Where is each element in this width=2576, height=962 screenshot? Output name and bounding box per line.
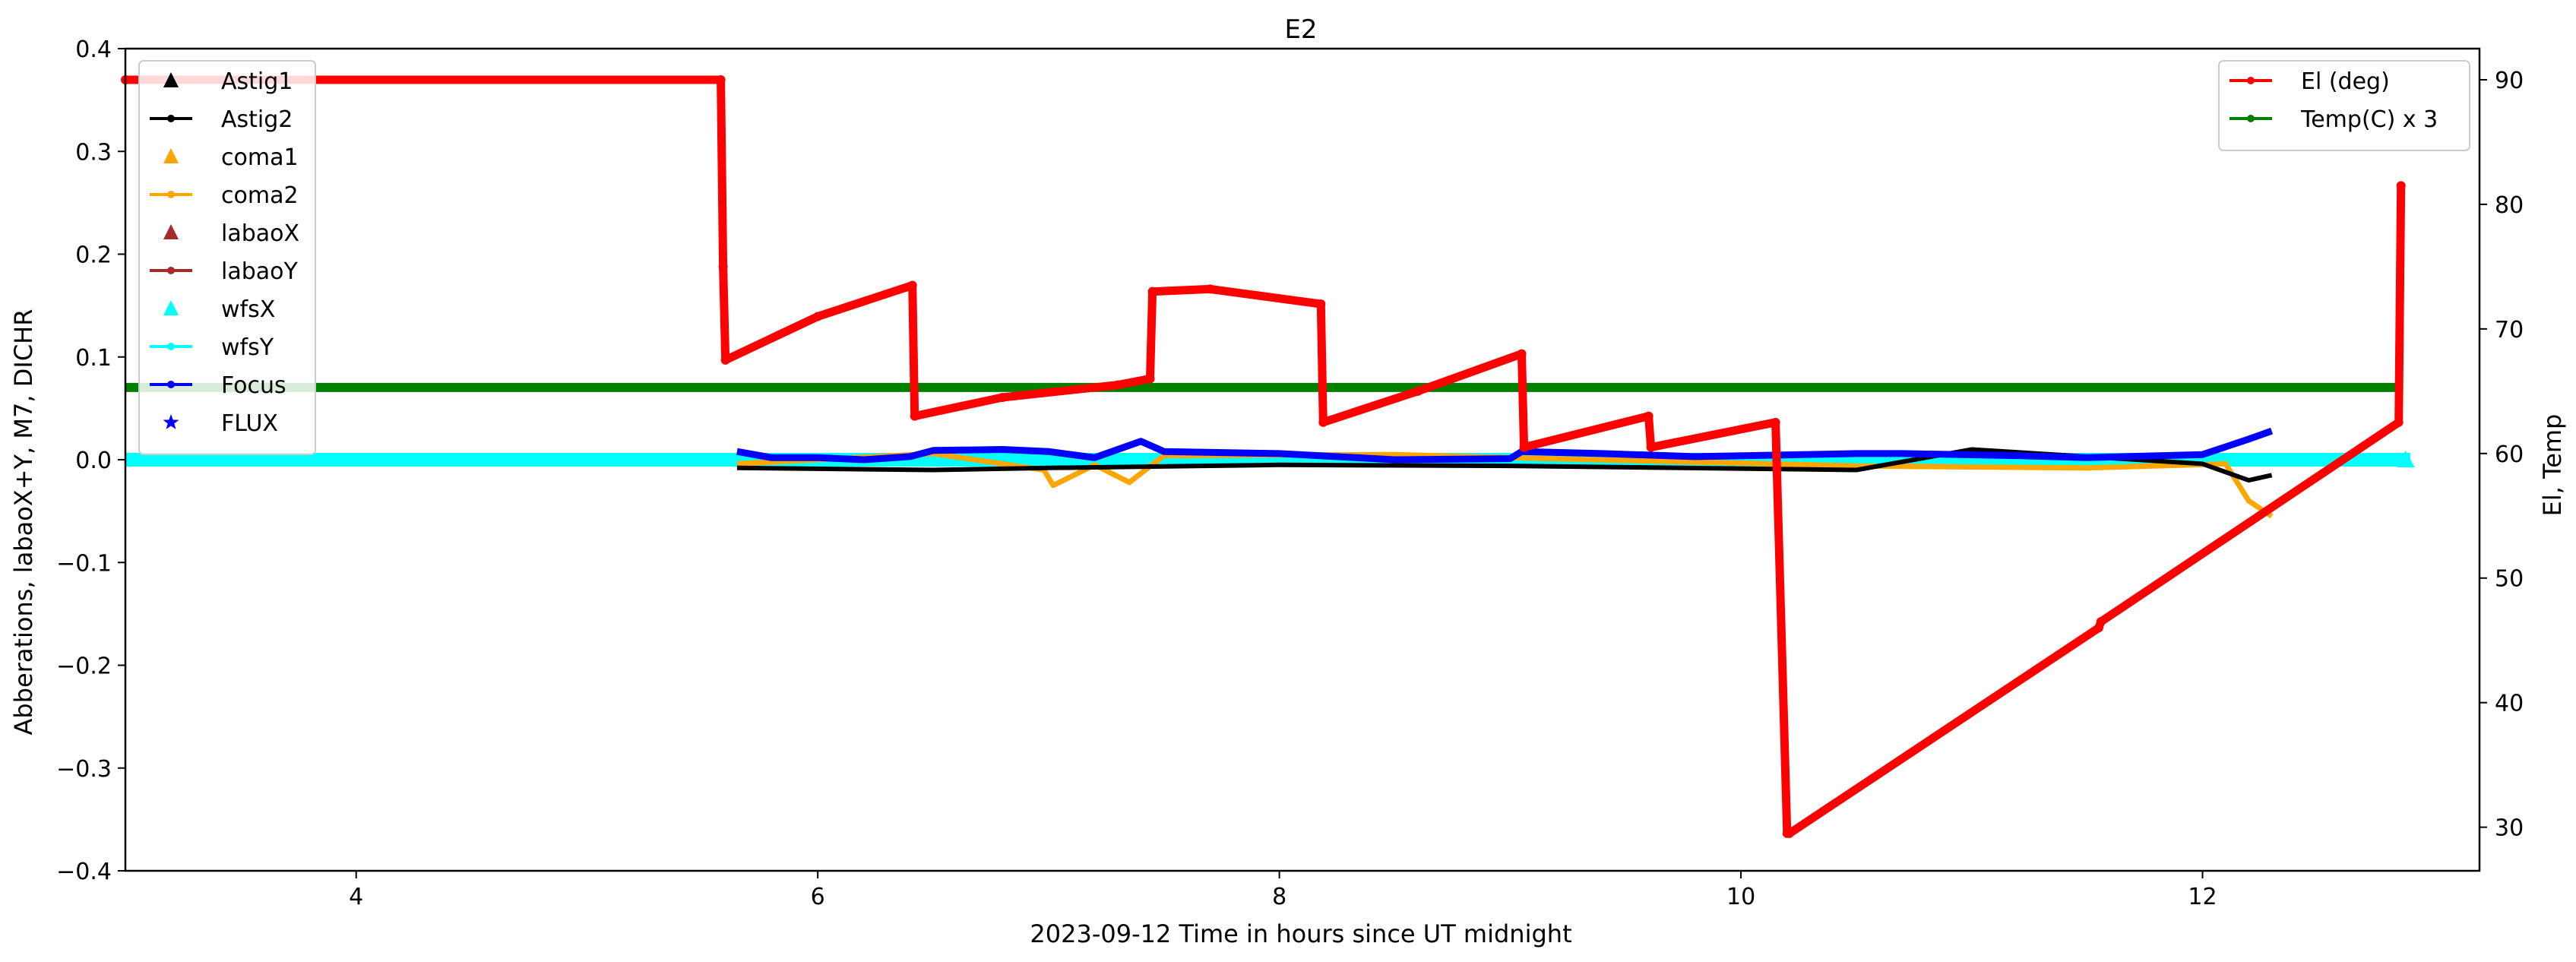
el-data-point	[1147, 286, 1157, 296]
x-tick-label: 10	[1726, 884, 1755, 910]
el-data-point	[1784, 828, 1794, 838]
legend-label-temp-c-x-3: Temp(C) x 3	[2300, 106, 2438, 133]
axes: 4 6 8 10 12 −0.4 −0.3 −0.2 −0.1 0.0 0.1 0.2 0.3 0.4 30…	[56, 36, 2524, 910]
legend-marker-coma2	[167, 191, 175, 198]
y-tick-label-right: 60	[2495, 441, 2524, 468]
legend-marker-wfsx	[163, 300, 179, 315]
legend-marker-coma1	[163, 148, 179, 163]
el-data-point	[720, 355, 730, 365]
el-data-point	[1517, 349, 1527, 359]
legend-marker-temp-c-x-3	[2247, 115, 2255, 122]
y-axis-label-right: El, Temp	[2538, 414, 2567, 517]
legend-marker-astig2	[167, 115, 175, 122]
el-data-point	[1205, 284, 1215, 294]
y-axis-label-left: Abberations, labaoX+Y, M7, DICHR	[9, 309, 38, 736]
el-data-point	[1413, 386, 1422, 396]
el-data-point	[1145, 374, 1155, 384]
legend-left: Astig1 Astig2 coma1 coma2 labaoX labaoY wfsX wf…	[138, 60, 316, 455]
chart-title: E2	[1284, 14, 1317, 45]
legend-label-coma1: coma1	[221, 144, 299, 171]
legend-label-el-deg: El (deg)	[2301, 68, 2390, 95]
legend-marker-astig1	[163, 72, 179, 87]
el-data-point	[1113, 380, 1123, 390]
el-data-point	[998, 393, 1008, 403]
legend-marker-wfsy	[167, 343, 175, 350]
series-line-focus	[736, 427, 2274, 464]
legend-label-labaoy: labaoY	[221, 258, 299, 285]
el-data-point	[2096, 617, 2106, 627]
el-data-point	[1318, 417, 1328, 427]
legend-label-astig1: Astig1	[221, 68, 293, 95]
legend-label-astig2: Astig2	[221, 106, 293, 133]
legend-box	[2218, 60, 2470, 151]
legend-marker-labaox	[163, 224, 179, 239]
el-data-point	[813, 312, 823, 321]
el-data-point	[2394, 417, 2404, 427]
el-data-point	[1771, 417, 1780, 427]
y-tick-label-left: 0.3	[75, 139, 112, 166]
el-data-point	[1316, 299, 1326, 309]
x-tick-label: 6	[811, 884, 825, 910]
y-tick-label-left: −0.4	[56, 859, 112, 885]
el-data-point	[716, 74, 726, 84]
x-tick-label: 4	[349, 884, 363, 910]
y-tick-label-right: 50	[2495, 566, 2524, 593]
y-tick-label-left: −0.3	[56, 756, 112, 783]
series-line-astig1	[736, 447, 2273, 483]
y-tick-label-right: 70	[2495, 317, 2524, 343]
y-tick-label-right: 40	[2495, 691, 2524, 717]
el-data-point	[718, 261, 728, 271]
y-tick-label-left: 0.1	[75, 345, 112, 372]
legend-right: El (deg) Temp(C) x 3	[2218, 60, 2470, 151]
y-tick-label-left: −0.1	[56, 550, 112, 577]
x-tick-label: 8	[1272, 884, 1286, 910]
legend-label-wfsx: wfsX	[221, 296, 275, 323]
x-axis-label: 2023-09-12 Time in hours since UT midnig…	[1030, 919, 1571, 948]
legend-marker-el-deg	[2247, 77, 2255, 84]
legend-label-focus: Focus	[221, 372, 286, 399]
y-tick-label-left: 0.2	[75, 242, 112, 269]
legend-label-labaox: labaoX	[221, 220, 299, 247]
x-tick-label: 12	[2188, 884, 2217, 910]
wfsx-marker	[2396, 451, 2415, 467]
y-tick-label-right: 30	[2495, 815, 2524, 842]
el-data-point	[1644, 411, 1654, 421]
legend-marker-labaoy	[167, 267, 175, 274]
plot-area	[121, 74, 2415, 838]
y-tick-label-right: 80	[2495, 192, 2524, 219]
el-data-point	[2396, 181, 2406, 191]
legend-marker-focus	[167, 381, 175, 388]
el-data-point	[910, 411, 919, 421]
y-tick-label-left: 0.4	[75, 36, 112, 63]
y-tick-label-left: −0.2	[56, 653, 112, 680]
legend-label-flux: FLUX	[221, 410, 278, 437]
y-tick-label-right: 90	[2495, 68, 2524, 94]
el-data-point	[1646, 442, 1656, 452]
el-data-point	[907, 280, 917, 290]
legend-marker-flux	[163, 414, 179, 429]
legend-label-wfsy: wfsY	[221, 334, 274, 361]
legend-label-coma2: coma2	[221, 182, 299, 209]
legend-box	[138, 60, 316, 455]
el-data-point	[1519, 442, 1529, 452]
y-tick-label-left: 0.0	[75, 448, 112, 474]
